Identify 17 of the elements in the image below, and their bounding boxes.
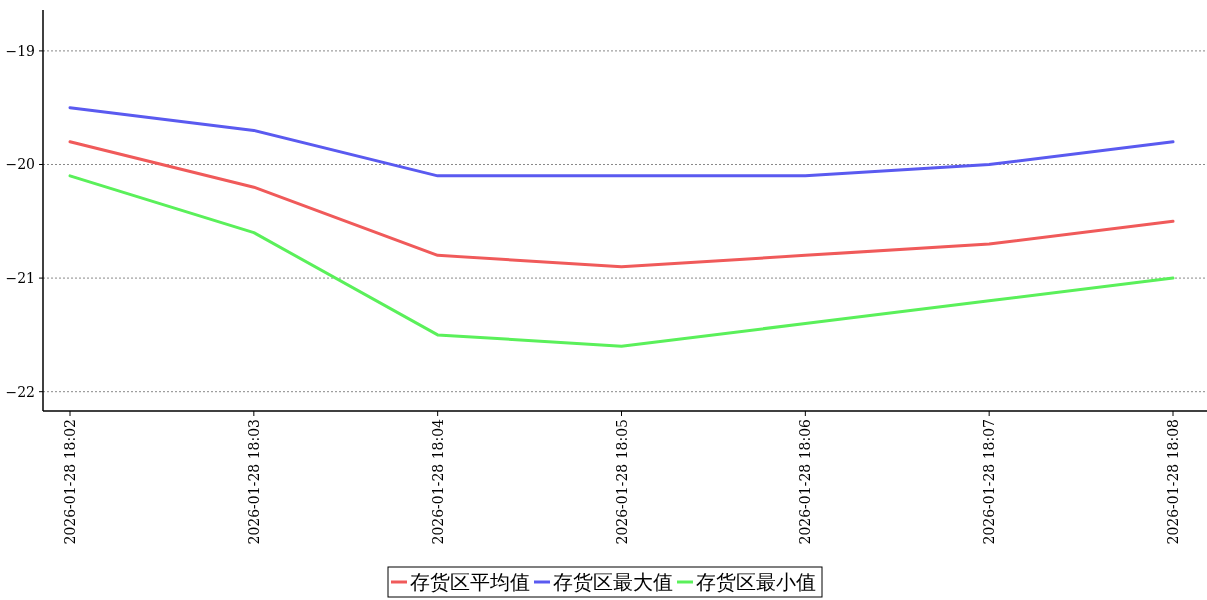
legend-label: 存货区平均值 [410,570,530,594]
y-tick-label: −22 [5,383,35,400]
x-tick-label: 2026-01-28 18:08 [1165,419,1181,545]
line-series [68,140,1175,269]
x-tick-label: 2026-01-28 18:04 [429,418,446,545]
x-tick-label: 2026-01-28 18:02 [62,419,78,545]
y-tick-label: −21 [5,270,35,287]
y-tick-label: −19 [5,42,35,59]
line-series [68,106,1175,178]
legend-label: 存货区最小值 [696,570,816,594]
x-tick-label: 2026-01-28 18:03 [245,419,262,545]
x-tick-label: 2026-01-28 18:05 [613,419,630,545]
legend-label: 存货区最大值 [553,570,673,594]
x-tick-label: 2026-01-28 18:07 [981,419,998,545]
line-series [68,174,1175,348]
x-tick-label: 2026-01-28 18:06 [797,418,814,545]
y-tick-label: −20 [5,156,35,173]
